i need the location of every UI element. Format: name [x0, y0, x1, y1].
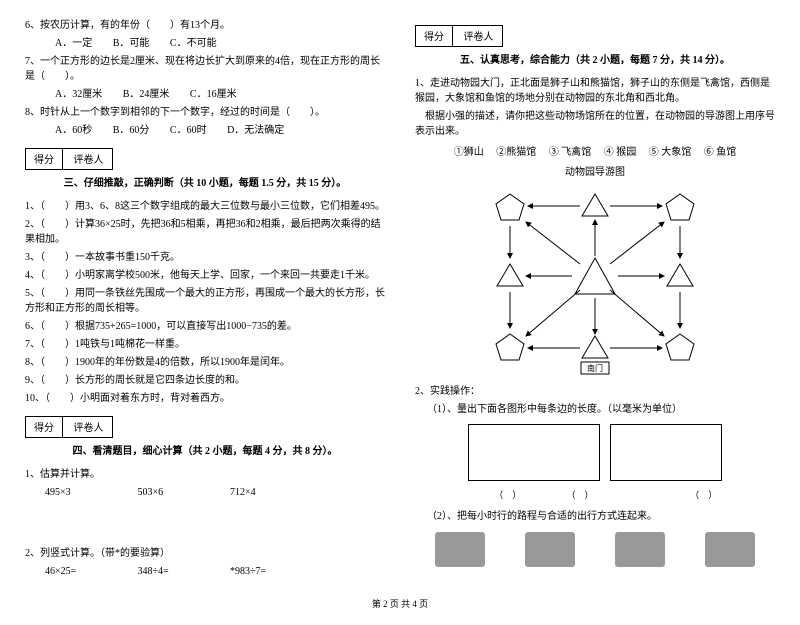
section-5-header: 得分 评卷人 五、认真思考，综合能力（共 2 小题，每题 7 分，共 14 分）…: [415, 25, 775, 66]
problem-2: 2、实践操作：: [415, 384, 775, 399]
measure-box-1: [468, 424, 600, 481]
score-label-5: 得分: [416, 26, 453, 46]
section-3-header: 得分 评卷人 三、仔细推敲，正确判断（共 10 小题，每题 1.5 分，共 15…: [25, 148, 385, 189]
page-footer: 第 2 页 共 4 页: [25, 597, 775, 610]
measure-boxes: [415, 420, 775, 488]
legend-2: ②熊猫馆: [496, 147, 536, 158]
score-box-5: 得分 评卷人: [415, 25, 503, 47]
legend-4: ④ 猴园: [604, 147, 637, 158]
legend-row: ①狮山 ②熊猫馆 ③ 飞禽馆 ④ 猴园 ⑤ 大象馆 ⑥ 鱼馆: [415, 145, 775, 160]
calc-2c: *983÷7=: [230, 564, 320, 579]
question-7: 7、一个正方形的边长是2厘米、现在将边长扩大到原来的4倍，现在正方形的周长是（ …: [25, 54, 385, 84]
judge-10: 10、（ ）小明面对着东方时，背对着西方。: [25, 391, 385, 406]
q7-opt-c: C．16厘米: [190, 87, 237, 102]
blank-3: （ ）: [617, 488, 717, 501]
blank-2: （ ）: [545, 488, 615, 501]
score-box-3: 得分 评卷人: [25, 148, 113, 170]
q7-opt-a: A．32厘米: [55, 87, 102, 102]
legend-1: ①狮山: [454, 147, 484, 158]
score-label-4: 得分: [26, 417, 63, 437]
section-3-title: 三、仔细推敲，正确判断（共 10 小题，每题 1.5 分，共 15 分）。: [25, 174, 385, 189]
grader-label-4: 评卷人: [66, 417, 112, 437]
question-6-options: A．一定 B．可能 C．不可能: [25, 36, 385, 51]
judge-9: 9、（ ）长方形的周长就是它四条边长度的和。: [25, 373, 385, 388]
judge-7: 7、（ ）1吨铁与1吨棉花一样重。: [25, 337, 385, 352]
q8-opt-c: C．60时: [170, 123, 207, 138]
judge-3: 3、（ ）一本故事书重150千克。: [25, 250, 385, 265]
calc-1b: 503×6: [138, 485, 228, 500]
question-7-options: A．32厘米 B．24厘米 C．16厘米: [25, 87, 385, 102]
calc-2a: 46×25=: [45, 564, 135, 579]
transport-img-1: [435, 532, 485, 567]
q6-opt-a: A．一定: [55, 36, 92, 51]
gate-label: 南门: [587, 363, 603, 373]
calc-2-title: 2、列竖式计算。（带*的要验算）: [25, 546, 385, 561]
left-column: 6、按农历计算，有的年份（ ）有13个月。 A．一定 B．可能 C．不可能 7、…: [25, 15, 385, 582]
q6-opt-c: C．不可能: [170, 36, 217, 51]
q8-opt-b: B．60分: [113, 123, 150, 138]
problem-2-2: （2）、把每小时行的路程与合适的出行方式连起来。: [415, 509, 775, 524]
transport-img-3: [615, 532, 665, 567]
transport-img-2: [525, 532, 575, 567]
score-box-4: 得分 评卷人: [25, 416, 113, 438]
q8-opt-a: A．60秒: [55, 123, 92, 138]
calc-1-items: 495×3 503×6 712×4: [25, 485, 385, 500]
judge-6: 6、（ ）根据735+265=1000，可以直接写出1000−735的差。: [25, 319, 385, 334]
section-4-header: 得分 评卷人 四、看清题目，细心计算（共 2 小题，每题 4 分，共 8 分）。: [25, 416, 385, 457]
calc-1-title: 1、估算并计算。: [25, 467, 385, 482]
judge-1: 1、（ ）用3、6、8这三个数字组成的最大三位数与最小三位数，它们相差495。: [25, 199, 385, 214]
question-8: 8、时针从上一个数字到相邻的下一个数字，经过的时间是（ ）。: [25, 105, 385, 120]
judge-5: 5、（ ）用同一条铁丝先围成一个最大的正方形，再围成一个最大的长方形，长方形和正…: [25, 286, 385, 316]
judge-4: 4、（ ）小明家离学校500米，他每天上学、回家，一个来回一共要走1千米。: [25, 268, 385, 283]
zoo-map-diagram: 南门: [415, 186, 775, 376]
calc-1a: 495×3: [45, 485, 135, 500]
score-label-3: 得分: [26, 149, 63, 169]
calc-2-items: 46×25= 348÷4= *983÷7=: [25, 564, 385, 579]
question-8-options: A．60秒 B．60分 C．60时 D．无法确定: [25, 123, 385, 138]
transport-img-4: [705, 532, 755, 567]
judge-8: 8、（ ）1900年的年份数是4的倍数，所以1900年是闰年。: [25, 355, 385, 370]
q6-opt-b: B．可能: [113, 36, 150, 51]
page-container: 6、按农历计算，有的年份（ ）有13个月。 A．一定 B．可能 C．不可能 7、…: [25, 15, 775, 582]
section-4-title: 四、看清题目，细心计算（共 2 小题，每题 4 分，共 8 分）。: [25, 442, 385, 457]
measure-box-2: [610, 424, 722, 481]
q7-opt-b: B．24厘米: [123, 87, 170, 102]
blank-1: （ ）: [473, 488, 543, 501]
calc-1-workspace: [25, 503, 385, 543]
section-5-title: 五、认真思考，综合能力（共 2 小题，每题 7 分，共 14 分）。: [415, 51, 775, 66]
legend-6: ⑥ 鱼馆: [704, 147, 737, 158]
calc-1c: 712×4: [230, 485, 320, 500]
problem-2-1: （1）、量出下面各图形中每条边的长度。（以毫米为单位）: [415, 402, 775, 417]
transport-images: [415, 532, 775, 567]
problem-1-line-2: 根据小强的描述，请你把这些动物场馆所在的位置，在动物园的导游图上用序号表示出来。: [415, 109, 775, 139]
legend-3: ③ 飞禽馆: [549, 147, 592, 158]
q8-opt-d: D．无法确定: [227, 123, 284, 138]
grader-label-3: 评卷人: [66, 149, 112, 169]
map-title: 动物园导游图: [415, 163, 775, 178]
right-column: 得分 评卷人 五、认真思考，综合能力（共 2 小题，每题 7 分，共 14 分）…: [415, 15, 775, 582]
measure-blanks: （ ） （ ） （ ）: [415, 488, 775, 501]
calc-2b: 348÷4=: [138, 564, 228, 579]
legend-5: ⑤ 大象馆: [649, 147, 692, 158]
question-6: 6、按农历计算，有的年份（ ）有13个月。: [25, 18, 385, 33]
judge-2: 2、（ ）计算36×25时，先把36和5相乘，再把36和2相乘，最后把两次乘得的…: [25, 217, 385, 247]
problem-1-line-1: 1、走进动物园大门，正北面是狮子山和熊猫馆，狮子山的东侧是飞禽馆，西侧是猴园，大…: [415, 76, 775, 106]
grader-label-5: 评卷人: [456, 26, 502, 46]
